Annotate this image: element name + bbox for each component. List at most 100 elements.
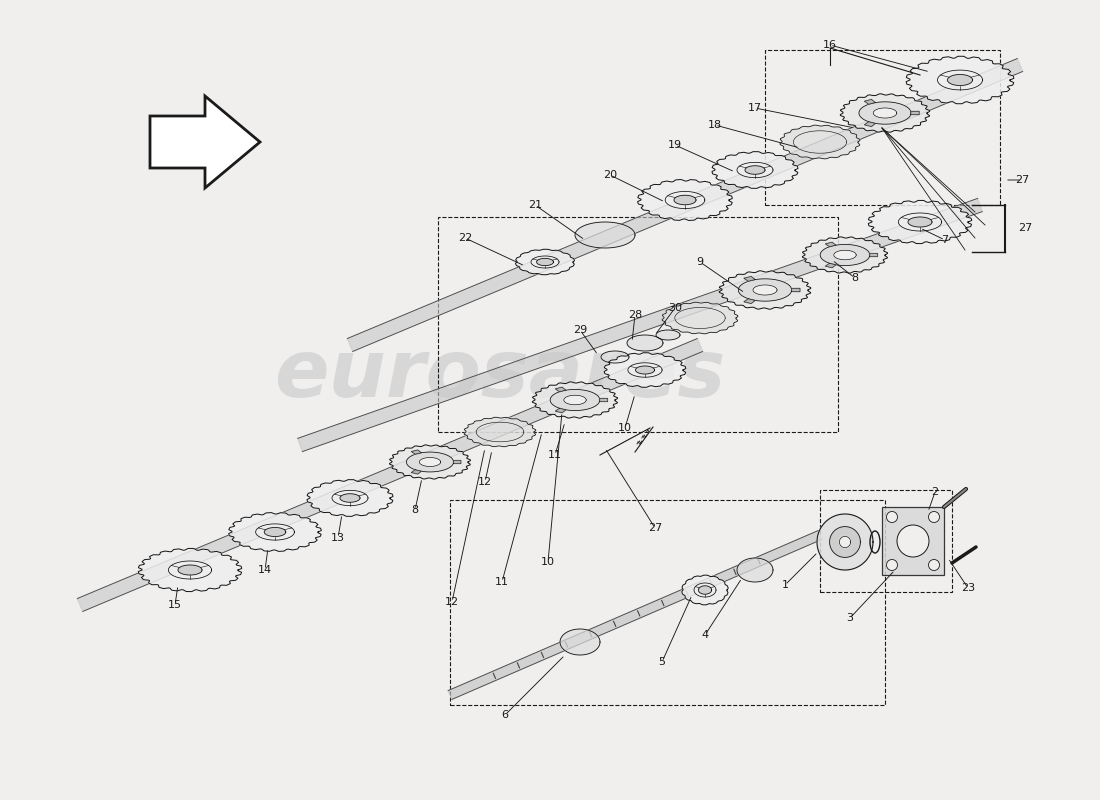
Text: 13: 13 (331, 533, 345, 543)
Circle shape (887, 559, 898, 570)
Text: 27: 27 (1018, 223, 1032, 233)
Polygon shape (840, 94, 929, 132)
Text: 22: 22 (458, 233, 472, 243)
Polygon shape (627, 335, 663, 351)
Polygon shape (601, 351, 629, 363)
Polygon shape (229, 513, 321, 551)
Text: 12: 12 (477, 477, 492, 487)
Text: 18: 18 (708, 120, 722, 130)
Text: 8: 8 (411, 505, 419, 515)
Text: 3: 3 (847, 613, 854, 623)
Polygon shape (712, 152, 798, 188)
Polygon shape (537, 258, 553, 266)
Polygon shape (307, 480, 393, 516)
Polygon shape (899, 213, 942, 231)
Polygon shape (550, 390, 600, 410)
Polygon shape (139, 549, 242, 592)
Polygon shape (168, 561, 211, 579)
Polygon shape (821, 245, 870, 266)
Text: 19: 19 (668, 140, 682, 150)
Text: 23: 23 (961, 583, 975, 593)
Polygon shape (719, 271, 811, 309)
Text: 27: 27 (1015, 175, 1030, 185)
Polygon shape (406, 452, 453, 472)
Text: 16: 16 (823, 40, 837, 50)
Polygon shape (255, 524, 295, 540)
Polygon shape (560, 629, 600, 655)
Polygon shape (802, 237, 888, 273)
Text: 4: 4 (702, 630, 708, 640)
Polygon shape (531, 256, 559, 268)
Polygon shape (348, 58, 1023, 351)
Polygon shape (865, 122, 876, 126)
Circle shape (887, 511, 898, 522)
Polygon shape (604, 353, 686, 387)
Text: 27: 27 (648, 523, 662, 533)
Polygon shape (264, 527, 286, 537)
Polygon shape (556, 408, 565, 413)
Polygon shape (628, 363, 662, 377)
Polygon shape (656, 330, 680, 340)
Text: 5: 5 (659, 657, 666, 667)
Polygon shape (829, 526, 860, 558)
Polygon shape (698, 586, 712, 594)
Polygon shape (638, 179, 733, 221)
Polygon shape (674, 195, 696, 205)
Text: 21: 21 (528, 200, 542, 210)
Polygon shape (694, 583, 716, 597)
Circle shape (928, 511, 939, 522)
Text: eurosares: eurosares (274, 336, 726, 414)
Text: 15: 15 (168, 600, 182, 610)
Polygon shape (516, 250, 574, 274)
Polygon shape (682, 575, 728, 605)
Text: 10: 10 (618, 423, 632, 433)
Polygon shape (738, 279, 792, 301)
Polygon shape (868, 200, 971, 243)
Polygon shape (77, 338, 703, 611)
Polygon shape (947, 74, 972, 86)
Polygon shape (825, 263, 836, 268)
Polygon shape (754, 285, 777, 295)
Text: 7: 7 (942, 235, 948, 245)
Polygon shape (937, 70, 982, 90)
Polygon shape (178, 565, 202, 575)
Polygon shape (817, 514, 873, 570)
Polygon shape (564, 395, 586, 405)
Text: 11: 11 (548, 450, 562, 460)
Polygon shape (448, 530, 822, 699)
Polygon shape (825, 242, 836, 246)
Text: 1: 1 (781, 580, 789, 590)
Polygon shape (150, 96, 260, 188)
Text: 6: 6 (502, 710, 508, 720)
Text: 11: 11 (495, 577, 509, 587)
Polygon shape (411, 450, 421, 454)
Polygon shape (411, 470, 421, 474)
Text: 30: 30 (668, 303, 682, 313)
Polygon shape (865, 99, 876, 104)
FancyBboxPatch shape (882, 507, 944, 575)
Polygon shape (834, 250, 856, 260)
Polygon shape (556, 387, 565, 392)
Polygon shape (911, 111, 920, 114)
Text: 29: 29 (573, 325, 587, 335)
Polygon shape (737, 162, 773, 178)
Text: 2: 2 (932, 487, 938, 497)
Polygon shape (745, 166, 764, 174)
Polygon shape (737, 558, 773, 582)
Polygon shape (298, 198, 982, 452)
Polygon shape (839, 537, 850, 547)
Text: 8: 8 (851, 273, 859, 283)
Polygon shape (340, 494, 360, 502)
Text: 12: 12 (444, 597, 459, 607)
Polygon shape (869, 254, 878, 257)
Polygon shape (873, 108, 896, 118)
Polygon shape (419, 458, 441, 466)
Text: 10: 10 (541, 557, 556, 567)
Circle shape (928, 559, 939, 570)
Polygon shape (780, 125, 860, 159)
Polygon shape (532, 382, 617, 418)
Polygon shape (744, 277, 756, 282)
Polygon shape (600, 398, 607, 402)
Circle shape (896, 525, 929, 557)
Polygon shape (636, 366, 654, 374)
